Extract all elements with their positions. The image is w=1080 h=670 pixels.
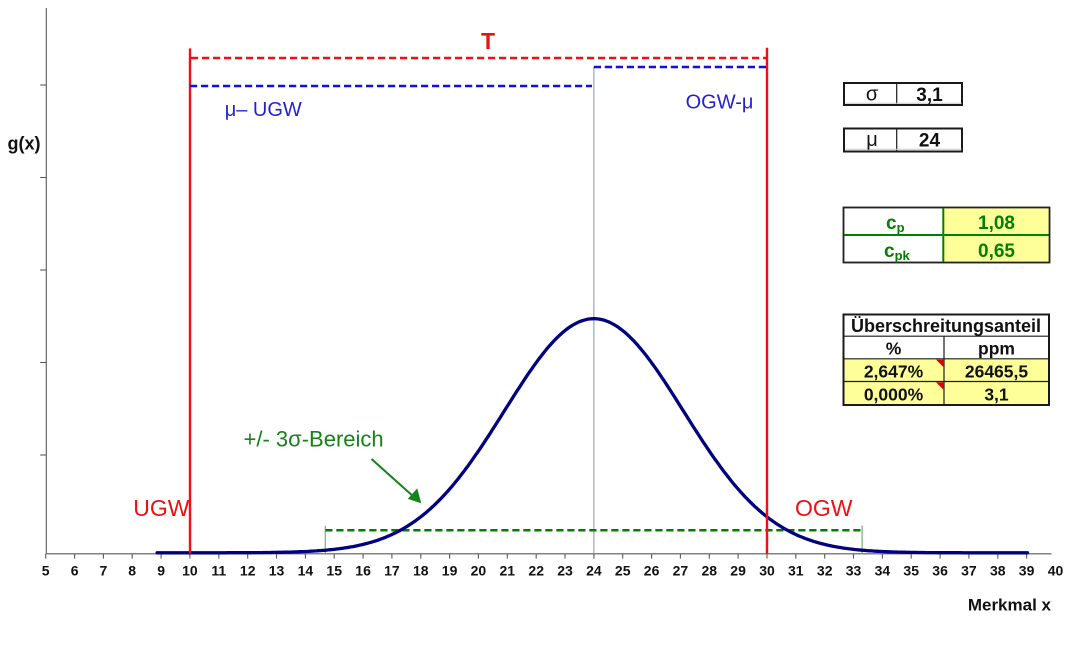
svg-text:24: 24 bbox=[919, 131, 941, 152]
svg-text:16: 16 bbox=[355, 563, 371, 579]
svg-text:1,08: 1,08 bbox=[978, 213, 1015, 234]
svg-text:19: 19 bbox=[442, 563, 458, 579]
svg-text:37: 37 bbox=[961, 563, 977, 579]
svg-text:17: 17 bbox=[384, 563, 400, 579]
svg-text:24: 24 bbox=[586, 563, 602, 579]
svg-text:32: 32 bbox=[817, 563, 833, 579]
svg-text:25: 25 bbox=[615, 563, 631, 579]
svg-text:38: 38 bbox=[990, 563, 1006, 579]
svg-text:40: 40 bbox=[1048, 563, 1064, 579]
svg-text:18: 18 bbox=[413, 563, 429, 579]
svg-text:12: 12 bbox=[240, 563, 256, 579]
svg-text:22: 22 bbox=[528, 563, 544, 579]
svg-text:33: 33 bbox=[846, 563, 862, 579]
svg-text:39: 39 bbox=[1019, 563, 1035, 579]
svg-text:10: 10 bbox=[182, 563, 198, 579]
svg-text:ppm: ppm bbox=[978, 339, 1015, 359]
svg-text:28: 28 bbox=[702, 563, 718, 579]
svg-text:21: 21 bbox=[500, 563, 516, 579]
svg-text:OGW-μ: OGW-μ bbox=[686, 92, 754, 114]
svg-text:T: T bbox=[481, 28, 495, 54]
svg-text:23: 23 bbox=[557, 563, 573, 579]
svg-text:13: 13 bbox=[269, 563, 285, 579]
svg-text:26465,5: 26465,5 bbox=[965, 362, 1029, 382]
svg-text:36: 36 bbox=[932, 563, 948, 579]
svg-text:Überschreitungsanteil: Überschreitungsanteil bbox=[851, 316, 1041, 336]
svg-text:34: 34 bbox=[875, 563, 891, 579]
svg-text:30: 30 bbox=[759, 563, 775, 579]
svg-text:9: 9 bbox=[157, 563, 165, 579]
svg-text:μ: μ bbox=[866, 129, 878, 151]
svg-text:3,1: 3,1 bbox=[984, 384, 1009, 404]
svg-text:7: 7 bbox=[100, 563, 108, 579]
svg-text:26: 26 bbox=[644, 563, 660, 579]
svg-text:%: % bbox=[886, 339, 902, 359]
svg-text:31: 31 bbox=[788, 563, 804, 579]
svg-text:0,000%: 0,000% bbox=[864, 384, 924, 404]
svg-text:20: 20 bbox=[471, 563, 487, 579]
svg-text:σ: σ bbox=[866, 84, 879, 106]
svg-text:μ– UGW: μ– UGW bbox=[225, 99, 302, 121]
svg-text:35: 35 bbox=[903, 563, 919, 579]
svg-text:5: 5 bbox=[42, 563, 50, 579]
svg-text:+/- 3σ-Bereich: +/- 3σ-Bereich bbox=[244, 427, 384, 452]
svg-text:27: 27 bbox=[673, 563, 689, 579]
svg-text:Merkmal x: Merkmal x bbox=[968, 596, 1052, 615]
svg-text:OGW: OGW bbox=[795, 495, 853, 521]
svg-text:0,65: 0,65 bbox=[978, 241, 1015, 262]
svg-text:8: 8 bbox=[128, 563, 136, 579]
svg-text:3,1: 3,1 bbox=[916, 85, 943, 106]
svg-text:14: 14 bbox=[298, 563, 314, 579]
svg-text:6: 6 bbox=[71, 563, 79, 579]
svg-text:15: 15 bbox=[326, 563, 342, 579]
svg-text:g(x): g(x) bbox=[8, 134, 41, 154]
svg-text:11: 11 bbox=[211, 563, 226, 579]
svg-text:2,647%: 2,647% bbox=[864, 362, 924, 382]
svg-text:29: 29 bbox=[730, 563, 746, 579]
svg-text:UGW: UGW bbox=[133, 495, 190, 521]
